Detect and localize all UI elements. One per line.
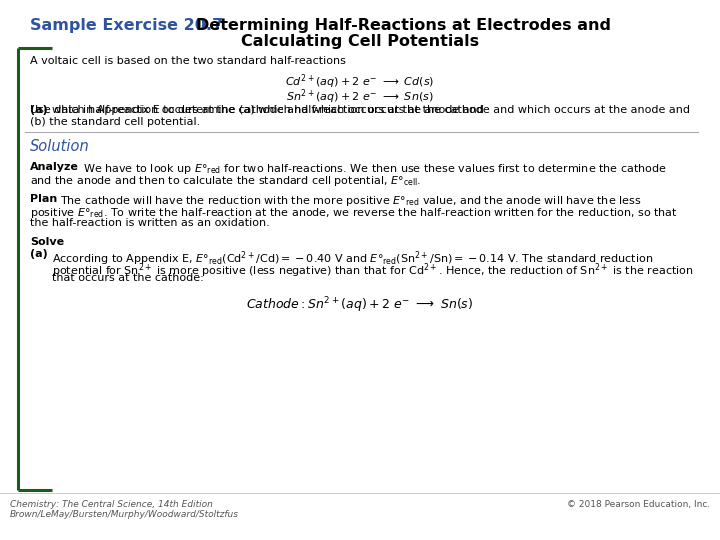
Text: Chemistry: The Central Science, 14th Edition: Chemistry: The Central Science, 14th Edi…	[10, 500, 213, 509]
Text: the half-reaction is written as an oxidation.: the half-reaction is written as an oxida…	[30, 218, 270, 228]
Text: We have to look up $E°_{\mathrm{red}}$ for two half-reactions. We then use these: We have to look up $E°_{\mathrm{red}}$ f…	[83, 162, 667, 176]
Text: (b) the standard cell potential.: (b) the standard cell potential.	[30, 117, 200, 127]
Text: and the anode and then to calculate the standard cell potential, $E°_{\mathrm{ce: and the anode and then to calculate the …	[30, 174, 421, 188]
Text: The cathode will have the reduction with the more positive $E°_{\mathrm{red}}$ v: The cathode will have the reduction with…	[60, 194, 642, 208]
Text: © 2018 Pearson Education, Inc.: © 2018 Pearson Education, Inc.	[567, 500, 710, 509]
Text: Analyze: Analyze	[30, 162, 79, 172]
Text: (a): (a)	[30, 249, 48, 259]
Text: Calculating Cell Potentials: Calculating Cell Potentials	[241, 34, 479, 49]
Text: Solution: Solution	[30, 139, 90, 154]
Text: According to Appendix E, $E°_{\mathrm{red}}(\mathrm{Cd}^{2+}/\mathrm{Cd}) = -0.4: According to Appendix E, $E°_{\mathrm{re…	[52, 249, 653, 268]
Text: Brown/LeMay/Bursten/Murphy/Woodward/Stoltzfus: Brown/LeMay/Bursten/Murphy/Woodward/Stol…	[10, 510, 239, 519]
Text: $Cd^{2+}(aq) + 2\ e^{-}\ \longrightarrow\ Cd(s)$: $Cd^{2+}(aq) + 2\ e^{-}\ \longrightarrow…	[285, 72, 435, 91]
Text: Determining Half-Reactions at Electrodes and: Determining Half-Reactions at Electrodes…	[196, 18, 611, 33]
Text: A voltaic cell is based on the two standard half-reactions: A voltaic cell is based on the two stand…	[30, 56, 346, 66]
Text: which half-reaction occurs at the cathode and which occurs at the anode and: which half-reaction occurs at the cathod…	[52, 105, 484, 115]
Text: Sample Exercise 20.7: Sample Exercise 20.7	[30, 18, 223, 33]
Text: $Sn^{2+}(aq) + 2\ e^{-}\ \longrightarrow\ Sn(s)$: $Sn^{2+}(aq) + 2\ e^{-}\ \longrightarrow…	[286, 87, 434, 106]
Text: Plan: Plan	[30, 194, 58, 204]
Text: that occurs at the cathode:: that occurs at the cathode:	[52, 273, 204, 283]
Text: Use data in Appendix E to determine (a) which half-reaction occurs at the cathod: Use data in Appendix E to determine (a) …	[30, 105, 690, 115]
Text: Solve: Solve	[30, 237, 64, 247]
Text: (a): (a)	[30, 105, 48, 115]
Text: potential for $\mathrm{Sn}^{2+}$ is more positive (less negative) than that for : potential for $\mathrm{Sn}^{2+}$ is more…	[52, 261, 693, 280]
Text: positive $E°_{\mathrm{red}}$. To write the half-reaction at the anode, we revers: positive $E°_{\mathrm{red}}$. To write t…	[30, 206, 678, 220]
Text: $\mathit{Cathode}: \mathit{Sn}^{2+}(\mathit{aq}) + 2\ e^{-}\ \longrightarrow\ \m: $\mathit{Cathode}: \mathit{Sn}^{2+}(\mat…	[246, 295, 474, 315]
